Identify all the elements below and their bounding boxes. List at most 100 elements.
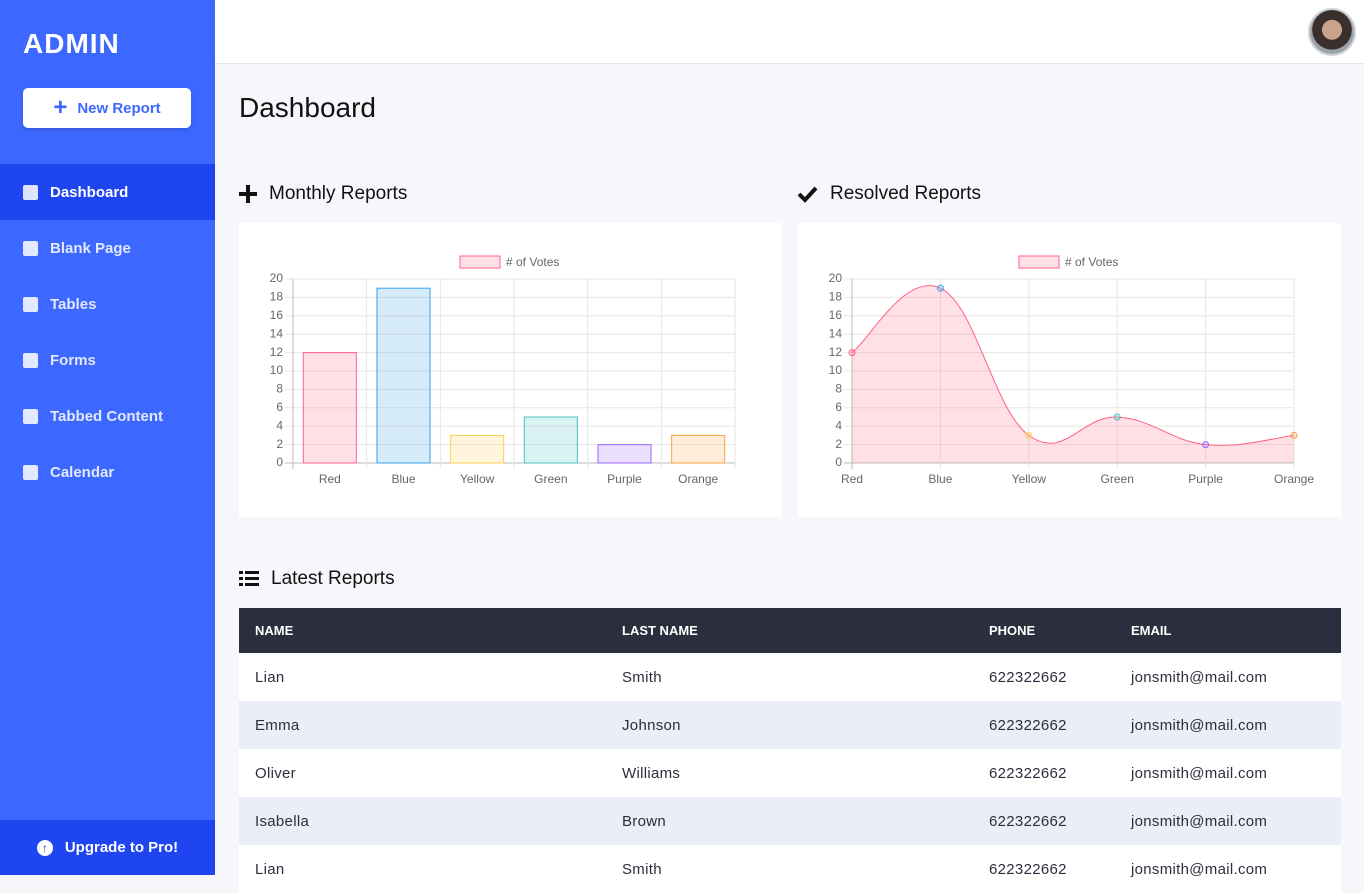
nav-item[interactable]: Blank Page [0,220,215,276]
y-tick-label: 8 [835,382,842,396]
y-tick-label: 0 [835,455,842,469]
table-cell: jonsmith@mail.com [1115,845,1341,893]
legend-label: # of Votes [1065,255,1118,269]
page-title: Dashboard [239,92,376,123]
plus-icon [239,185,257,203]
y-tick-label: 20 [829,271,843,285]
section-title: Resolved Reports [797,183,981,205]
table-cell: jonsmith@mail.com [1115,749,1341,797]
x-tick-label: Green [1101,472,1134,486]
y-tick-label: 18 [270,290,284,304]
nav-icon [23,352,38,368]
section-title-text: Resolved Reports [830,183,982,204]
column-header: PHONE [973,608,1115,653]
table-header: NAME LAST NAME PHONE EMAIL [239,608,1341,653]
point [936,284,944,292]
table-cell: Emma [239,701,606,749]
y-tick-label: 2 [835,437,842,451]
nav-icon [23,464,38,480]
y-tick-label: 4 [835,418,842,432]
bar [376,287,431,464]
column-header: EMAIL [1115,608,1341,653]
nav-label: Calendar [50,463,115,481]
y-tick-label: 20 [270,271,284,285]
table-cell: Lian [239,845,606,893]
table-cell: 622322662 [973,749,1115,797]
nav-icon [23,184,38,200]
column-header: NAME [239,608,606,653]
x-tick-label: Green [534,472,567,486]
table-cell: Johnson [606,701,973,749]
avatar[interactable] [1308,8,1356,56]
nav-label: Forms [50,351,96,369]
y-tick-label: 10 [829,363,843,377]
reports-table: NAME LAST NAME PHONE EMAIL Lian Smith 6223226… [239,608,1341,893]
x-tick-label: Blue [391,472,415,486]
nav-label: Tabbed Content [50,407,164,425]
y-tick-label: 12 [270,345,284,359]
nav-item[interactable]: Forms [0,332,215,388]
table-cell: 622322662 [973,845,1115,893]
x-tick-label: Red [841,472,863,486]
nav-item[interactable]: Tabbed Content [0,388,215,444]
section-title-text: Monthly Reports [269,183,408,204]
table-cell: Brown [606,797,973,845]
nav-icon [23,240,38,256]
point [1113,413,1121,421]
table-cell: 622322662 [973,653,1115,701]
y-tick-label: 8 [276,382,283,396]
chart: # of Votes 0 2 4 6 8 10 12 14 16 18 20 Red Blue Yellow… [829,255,1315,486]
table-row: Emma Johnson 622322662 jonsmith@mail.com [239,701,1341,749]
bar [671,434,726,464]
legend-swatch [459,255,501,269]
y-tick-label: 12 [829,345,843,359]
check-icon [797,186,818,203]
x-tick-label: Red [319,472,341,486]
y-tick-label: 10 [270,363,284,377]
y-tick-label: 16 [270,308,284,322]
table-cell: Smith [606,845,973,893]
table-cell: 622322662 [973,701,1115,749]
bar [302,352,357,464]
table-row: Lian Smith 622322662 jonsmith@mail.com [239,845,1341,893]
x-tick-label: Purple [1188,472,1223,486]
bar [597,444,652,464]
x-tick-label: Purple [607,472,642,486]
table-cell: Lian [239,653,606,701]
x-tick-label: Yellow [1012,472,1047,486]
button-label: New Report [77,99,161,117]
point [848,349,856,357]
upgrade-label: Upgrade to Pro! [64,839,179,856]
y-tick-label: 6 [835,400,842,414]
y-tick-label: 6 [276,400,283,414]
y-tick-label: 16 [829,308,843,322]
chart-card: # of Votes 0 2 4 6 8 10 12 14 16 18 20 Red Blue Yellow… [798,223,1341,517]
nav-icon [23,408,38,424]
table-cell: Isabella [239,797,606,845]
y-tick-label: 14 [829,326,843,340]
topbar [215,0,1364,64]
nav-item[interactable]: Dashboard [0,164,215,220]
upgrade-button[interactable]: ↑ Upgrade to Pro! [0,820,215,875]
bar [450,434,505,464]
section-title: Latest Reports [239,568,395,590]
area [852,285,1294,463]
nav-label: Dashboard [50,183,129,201]
nav-label: Tables [50,295,97,313]
section-title: Monthly Reports [239,183,407,205]
y-tick-label: 0 [276,455,283,469]
nav-icon [23,296,38,312]
point [1202,441,1210,449]
table-row: Isabella Brown 622322662 jonsmith@mail.com [239,797,1341,845]
new-report-button[interactable]: + New Report [23,88,191,128]
nav-item[interactable]: Calendar [0,444,215,500]
table-cell: jonsmith@mail.com [1115,701,1341,749]
nav-item[interactable]: Tables [0,276,215,332]
chart-card: # of Votes 0 2 4 6 8 10 12 14 16 18 20 Red Blue Yellow… [239,223,782,517]
table-cell: Oliver [239,749,606,797]
y-tick-label: 4 [276,418,283,432]
table-cell: jonsmith@mail.com [1115,797,1341,845]
table-row: Oliver Williams 622322662 jonsmith@mail.com [239,749,1341,797]
legend-swatch [1018,255,1060,269]
bar [523,416,578,464]
